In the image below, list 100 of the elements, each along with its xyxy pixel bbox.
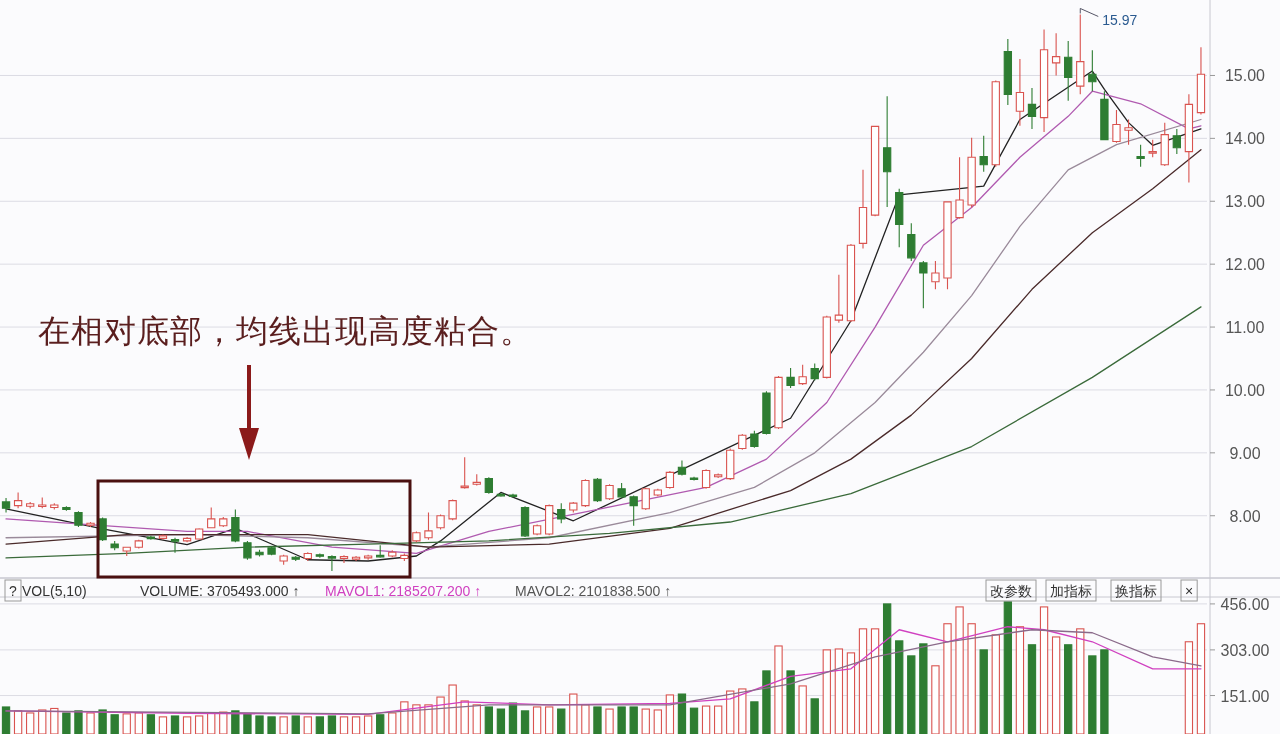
candlestick bbox=[424, 512, 433, 541]
candlestick bbox=[677, 459, 687, 477]
candlestick bbox=[810, 362, 819, 382]
candlestick bbox=[1, 497, 11, 514]
y-tick-label: 151.00 bbox=[1220, 687, 1270, 705]
candlestick bbox=[919, 260, 928, 309]
candlestick bbox=[701, 468, 711, 490]
candlestick bbox=[315, 552, 325, 559]
candlestick bbox=[472, 473, 481, 487]
candlestick bbox=[484, 476, 494, 495]
candlestick bbox=[1003, 38, 1013, 106]
candlestick bbox=[412, 530, 421, 543]
candlestick bbox=[86, 521, 95, 528]
candlestick bbox=[267, 545, 276, 556]
candlestick bbox=[219, 516, 228, 528]
candlestick bbox=[460, 456, 469, 490]
candlestick bbox=[448, 498, 457, 521]
candlestick bbox=[255, 549, 264, 558]
candlestick bbox=[605, 483, 614, 501]
y-tick-label: 15.00 bbox=[1224, 67, 1266, 85]
candlestick bbox=[1112, 109, 1121, 144]
candlestick bbox=[26, 501, 35, 509]
candlestick bbox=[846, 243, 856, 323]
candlestick bbox=[1015, 58, 1025, 127]
candlestick bbox=[617, 482, 626, 499]
y-tick-label: 303.00 bbox=[1220, 641, 1270, 659]
candlestick bbox=[508, 493, 518, 499]
candlestick bbox=[629, 495, 638, 527]
candlestick bbox=[339, 554, 349, 564]
annotation: ? bbox=[9, 583, 17, 599]
candlestick bbox=[593, 477, 602, 503]
candlestick bbox=[303, 551, 312, 562]
candlestick bbox=[13, 491, 23, 509]
candlestick bbox=[158, 534, 168, 541]
candlestick bbox=[1160, 122, 1169, 167]
candlestick bbox=[1088, 49, 1097, 92]
y-tick-label: 10.00 bbox=[1224, 381, 1266, 399]
y-tick-label: 13.00 bbox=[1224, 193, 1266, 211]
candlestick bbox=[388, 549, 397, 558]
candlestick bbox=[786, 367, 795, 389]
candlestick bbox=[363, 554, 373, 561]
candlestick bbox=[327, 554, 337, 572]
candlestick bbox=[750, 430, 759, 449]
y-tick-label: 12.00 bbox=[1224, 256, 1266, 274]
candlestick bbox=[351, 555, 361, 562]
candlestick bbox=[291, 555, 300, 562]
candlestick bbox=[376, 544, 385, 559]
candlestick bbox=[1076, 13, 1085, 95]
candlestick bbox=[1172, 128, 1181, 155]
candlestick bbox=[581, 478, 590, 508]
line-series bbox=[5, 306, 1202, 559]
candlestick bbox=[436, 513, 445, 531]
annotation: 15.97 bbox=[1102, 12, 1138, 29]
candlestick bbox=[400, 552, 409, 562]
candlestick bbox=[207, 507, 216, 529]
candlestick bbox=[967, 137, 976, 209]
candlestick bbox=[62, 505, 71, 512]
annotation: MAVOL2: 2101838.500 ↑ bbox=[515, 583, 672, 599]
candlestick bbox=[122, 546, 131, 557]
annotation: VOL(5,10) bbox=[22, 583, 87, 599]
candlestick bbox=[134, 539, 143, 549]
candlestick bbox=[713, 473, 723, 479]
candlestick bbox=[520, 505, 530, 538]
y-tick-label: 11.00 bbox=[1225, 319, 1265, 337]
candlestick bbox=[907, 222, 916, 262]
candlestick bbox=[1051, 32, 1061, 77]
candlestick bbox=[955, 156, 964, 220]
candlestick bbox=[738, 433, 747, 451]
candlestick bbox=[870, 125, 880, 217]
candlestick bbox=[895, 188, 904, 248]
annotation: 加指标 bbox=[1050, 583, 1092, 599]
candlestick bbox=[774, 375, 783, 430]
candlestick bbox=[882, 95, 892, 208]
candlestick bbox=[1184, 93, 1194, 183]
y-tick-label: 9.00 bbox=[1229, 444, 1261, 462]
candlestick bbox=[1027, 87, 1037, 130]
candlestick bbox=[1100, 90, 1109, 141]
candlestick bbox=[74, 510, 83, 528]
candlestick bbox=[641, 486, 650, 511]
candlestick bbox=[50, 502, 59, 510]
candlestick bbox=[532, 523, 542, 536]
y-tick-label: 456.00 bbox=[1220, 595, 1270, 613]
annotation: MAVOL1: 2185207.200 ↑ bbox=[325, 583, 482, 599]
annotation: 改参数 bbox=[990, 583, 1032, 599]
candlestick bbox=[38, 496, 47, 509]
candlestick bbox=[653, 488, 662, 497]
annotation: 换指标 bbox=[1115, 583, 1157, 599]
y-tick-label: 14.00 bbox=[1224, 130, 1266, 148]
candlestick bbox=[822, 315, 831, 380]
candlestick bbox=[991, 79, 1000, 168]
candlestick bbox=[243, 540, 252, 561]
candlestick bbox=[689, 476, 699, 482]
candlestick bbox=[496, 492, 506, 498]
candlestick bbox=[798, 364, 807, 386]
candlestick bbox=[194, 527, 204, 541]
candlestick bbox=[231, 508, 240, 543]
candlestick bbox=[545, 503, 554, 536]
candlestick bbox=[110, 540, 119, 551]
candlestick bbox=[665, 470, 675, 490]
candlestick bbox=[834, 274, 844, 324]
